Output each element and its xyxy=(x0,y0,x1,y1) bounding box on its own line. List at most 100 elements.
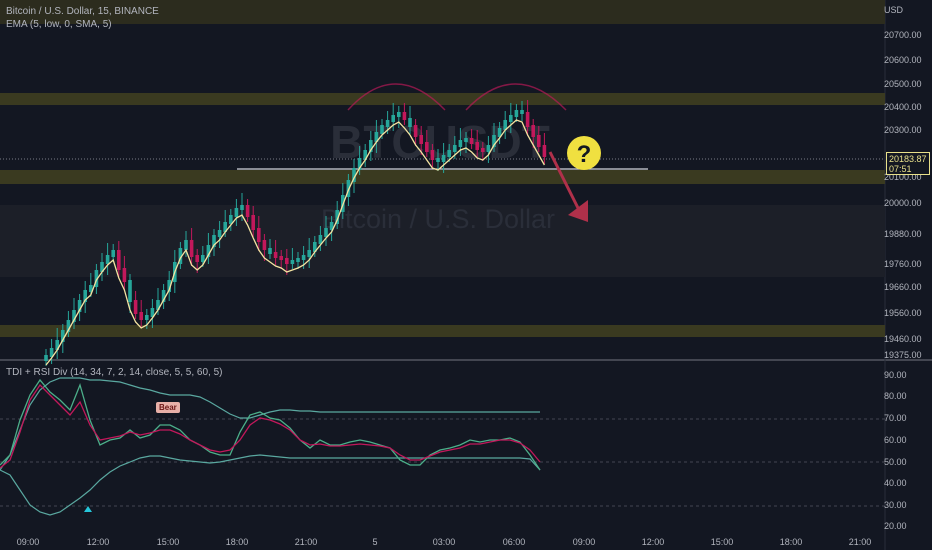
candle-body xyxy=(44,355,48,361)
candle-body xyxy=(318,235,323,244)
candle-body xyxy=(66,320,71,332)
candle-body xyxy=(72,310,76,322)
left-top-arc xyxy=(347,83,446,111)
time-tick: 5 xyxy=(372,537,378,547)
candle-body xyxy=(161,290,166,302)
price-tick: 20700.00 xyxy=(884,30,922,40)
candle-body xyxy=(492,135,496,147)
candle-body xyxy=(128,280,132,302)
candle-body xyxy=(234,208,239,217)
candle-body xyxy=(245,205,250,217)
watermark-ticker: BTCUSDT xyxy=(330,116,550,168)
candle-body xyxy=(363,150,367,160)
price-tick: 19375.00 xyxy=(884,350,922,360)
time-tick: 12:00 xyxy=(641,537,665,547)
candle-body xyxy=(447,150,451,157)
candle-body xyxy=(385,120,390,127)
candle-body xyxy=(156,300,160,310)
candle-body xyxy=(195,255,199,262)
candle-body xyxy=(369,140,373,152)
candle-body xyxy=(497,128,502,137)
resistance-zone-1 xyxy=(0,93,885,105)
candle-body xyxy=(145,315,149,320)
candle-body xyxy=(352,168,356,182)
currency-label: USD xyxy=(884,5,904,15)
candle-body xyxy=(100,262,104,272)
price-tick: 20100.00 xyxy=(884,172,922,182)
range-band xyxy=(0,205,885,277)
candle-body xyxy=(357,158,362,170)
candle-body xyxy=(380,125,384,134)
candle-body xyxy=(223,222,227,232)
candle-body xyxy=(229,215,233,224)
price-tick: 19560.00 xyxy=(884,308,922,318)
candle-body xyxy=(257,228,261,242)
symbol-legend[interactable]: Bitcoin / U.S. Dollar, 15, BINANCE xyxy=(6,6,159,17)
tdi-indicator xyxy=(0,377,541,516)
candle-body xyxy=(509,115,513,122)
candle-body xyxy=(122,268,127,282)
time-tick: 21:00 xyxy=(294,537,318,547)
candle-body xyxy=(413,125,418,137)
tdi-upper-band xyxy=(0,377,540,471)
time-tick: 12:00 xyxy=(86,537,110,547)
tdi-legend[interactable]: TDI + RSI Div (14, 34, 7, 2, 14, close, … xyxy=(6,367,223,378)
projection-arrow xyxy=(548,151,582,213)
candle-body xyxy=(77,300,82,312)
price-tick: 20400.00 xyxy=(884,102,922,112)
candle-body xyxy=(436,158,440,162)
candle-body xyxy=(296,258,300,262)
candle-body xyxy=(139,312,143,320)
candle-body xyxy=(514,110,519,117)
candle-body xyxy=(117,250,121,270)
candle-body xyxy=(542,145,547,157)
time-tick: 18:00 xyxy=(225,537,249,547)
candle-body xyxy=(290,260,295,264)
watermark-name: Bitcoin / U.S. Dollar xyxy=(321,204,555,234)
candle-body xyxy=(279,256,283,260)
current-price-badge: 20183.87 07:51 xyxy=(886,152,930,175)
candle-body xyxy=(464,138,468,142)
candle-body xyxy=(206,245,211,257)
candle-body xyxy=(335,210,339,224)
candle-body xyxy=(178,248,183,264)
projection-arrowhead xyxy=(568,200,588,222)
time-tick: 18:00 xyxy=(779,537,803,547)
candle-body xyxy=(313,242,317,252)
indicator-tick: 30.00 xyxy=(884,500,907,510)
resistance-zone-top xyxy=(0,0,885,24)
price-tick: 20600.00 xyxy=(884,55,922,65)
candle-body xyxy=(469,138,474,144)
bull-marker xyxy=(84,506,92,512)
candle-body xyxy=(531,125,535,137)
time-tick: 09:00 xyxy=(572,537,596,547)
candle-body xyxy=(167,280,171,292)
indicator-tick: 20.00 xyxy=(884,521,907,531)
candle-body xyxy=(189,240,194,257)
price-tick: 20000.00 xyxy=(884,198,922,208)
time-tick: 15:00 xyxy=(710,537,734,547)
price-tick: 19760.00 xyxy=(884,259,922,269)
candle-body xyxy=(374,132,379,142)
time-tick: 21:00 xyxy=(848,537,872,547)
candle-body xyxy=(285,258,289,264)
ema-legend[interactable]: EMA (5, low, 0, SMA, 5) xyxy=(6,19,112,30)
indicator-tick: 60.00 xyxy=(884,435,907,445)
candle-body xyxy=(133,300,138,314)
candle-body xyxy=(525,112,530,127)
candle-body xyxy=(307,250,311,257)
candle-body xyxy=(49,348,54,357)
candle-body xyxy=(419,135,423,144)
price-tick: 19460.00 xyxy=(884,334,922,344)
candle-body xyxy=(212,235,216,247)
time-tick: 09:00 xyxy=(16,537,40,547)
candle-body xyxy=(89,285,93,292)
candle-body xyxy=(105,255,110,264)
indicator-tick: 70.00 xyxy=(884,413,907,423)
question-circle xyxy=(567,136,601,170)
candle-body xyxy=(425,142,429,152)
candle-body xyxy=(301,255,306,260)
indicator-tick: 50.00 xyxy=(884,457,907,467)
